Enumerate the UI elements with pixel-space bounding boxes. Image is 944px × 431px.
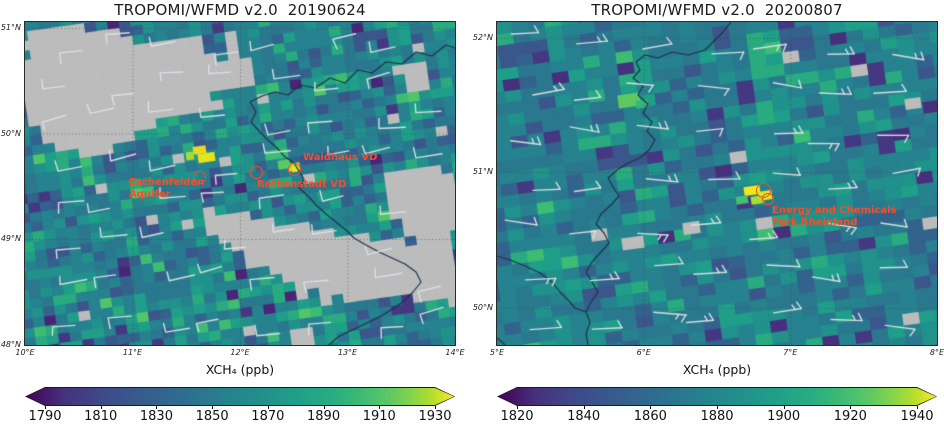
colorbar-axis-label: XCH₄ (ppb) — [205, 362, 275, 377]
site-marker-circle-energy-and-chemicals-park-rheinland — [761, 192, 774, 205]
colorbar-tick-label: 1820 — [500, 409, 534, 424]
lat-tick-label: 50°N — [472, 303, 493, 312]
colorbar-tick-label: 1870 — [251, 409, 285, 424]
colorbar-tick-mark — [267, 406, 269, 409]
lon-tick-label: 14°E — [445, 348, 465, 357]
site-marker-circle-eschenfelden-aquifer — [193, 171, 206, 184]
colorbar-tick-mark — [45, 406, 46, 409]
colorbar-tick-mark — [323, 406, 325, 409]
lat-tick-label: 49°N — [0, 234, 21, 243]
colorbar-tick-mark — [100, 406, 102, 409]
colorbar-tick-mark — [717, 406, 718, 409]
colorbar-gradient — [498, 388, 936, 405]
site-label-energy-and-chemicals-park-rheinland: Energy and Chemicals Park Rheinland — [772, 205, 897, 228]
lon-tick-label: 7°E — [783, 348, 798, 357]
satellite-xch4-map — [497, 22, 937, 345]
colorbar-tick-mark — [212, 406, 214, 409]
lon-tick-label: 11°E — [122, 348, 143, 357]
colorbar-tick-label: 1850 — [195, 409, 229, 424]
colorbar-tick-label: 1920 — [833, 409, 867, 424]
site-label-waidhaus-vd: Waidhaus VD — [303, 152, 378, 163]
colorbar-tick-label: 1900 — [767, 409, 801, 424]
colorbar-tick-label: 1890 — [307, 409, 341, 424]
lat-tick-label: 51°N — [0, 23, 21, 32]
colorbar-tick-label: 1810 — [84, 409, 118, 424]
map-plot-area: 51°N 50°N 49°N 48°N 10°E 11°E 12°E 13°E 14°E Esch… — [1, 21, 465, 357]
colorbar-tick-mark — [783, 406, 785, 409]
colorbar-tick-label: 1860 — [633, 409, 667, 424]
lon-tick-label: 13°E — [337, 348, 358, 357]
site-label-eschenfelden-aquifer: Eschenfelden Aquifer — [129, 177, 205, 200]
colorbar-tick-mark — [583, 406, 585, 409]
colorbar-tick-label: 1790 — [28, 409, 62, 424]
colorbar-tick-mark — [517, 406, 518, 409]
colorbar-tick-label: 1910 — [362, 409, 396, 424]
colorbar-tick-label: 1830 — [139, 409, 173, 424]
lat-tick-label: 52°N — [472, 33, 493, 42]
lon-tick-label: 8°E — [929, 348, 944, 357]
panel-title: TROPOMI/WFMD v2.0 20200807 — [591, 1, 843, 19]
colorbar-gradient — [26, 388, 454, 405]
site-marker-circle-waidhaus-vd — [288, 163, 301, 176]
lat-tick-label: 51°N — [472, 167, 493, 176]
colorbar-tick-mark — [917, 406, 918, 409]
map-plot-area: 52°N 51°N 50°N 5°E 6°E 7°E 8°E Energy and Chemi… — [473, 21, 944, 357]
colorbar-tick-label: 1880 — [700, 409, 734, 424]
lat-tick-label: 50°N — [0, 128, 21, 138]
lon-tick-label: 5°E — [489, 348, 505, 357]
lon-tick-label: 12°E — [230, 348, 250, 357]
colorbar-axis-label: XCH₄ (ppb) — [682, 362, 752, 377]
colorbar-tick-mark — [379, 406, 381, 409]
colorbar-tick-mark — [650, 406, 652, 409]
panel-title: TROPOMI/WFMD v2.0 20190624 — [114, 1, 366, 19]
colorbar-tick-label: 1940 — [900, 409, 934, 424]
site-label-rothenstadt-vd: Rothenstadt VD — [257, 179, 347, 190]
colorbar-tick-mark — [156, 406, 158, 409]
lon-tick-label: 10°E — [15, 348, 35, 357]
colorbar-tick-mark — [435, 406, 436, 409]
colorbar — [25, 387, 455, 406]
colorbar — [497, 387, 937, 406]
lon-tick-label: 6°E — [636, 348, 651, 357]
lat-tick-label: 48°N — [0, 339, 21, 349]
site-marker-circle-rothenstadt-vd — [249, 166, 263, 179]
satellite-xch4-map — [25, 22, 455, 345]
colorbar-tick-mark — [850, 406, 852, 409]
colorbar-tick-label: 1930 — [418, 409, 452, 424]
colorbar-tick-label: 1840 — [567, 409, 601, 424]
